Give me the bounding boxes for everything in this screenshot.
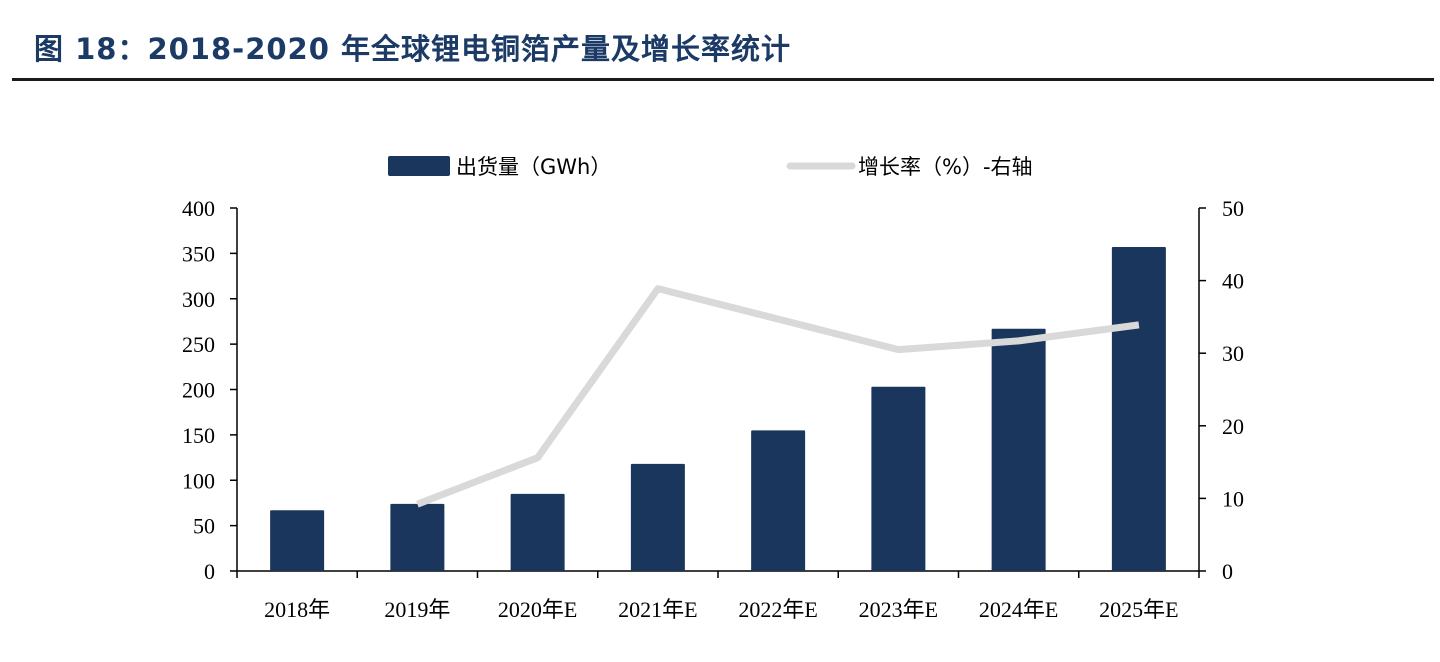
x-tick-label: 2022年E <box>738 597 817 622</box>
left-tick-label: 200 <box>182 378 215 403</box>
bar <box>1111 247 1166 571</box>
right-tick-label: 10 <box>1222 486 1244 511</box>
x-tick-label: 2023年E <box>859 597 938 622</box>
right-tick-label: 30 <box>1222 341 1244 366</box>
right-tick-label: 20 <box>1222 414 1244 439</box>
left-tick-label: 100 <box>182 468 215 493</box>
left-tick-label: 250 <box>182 332 215 357</box>
bar <box>510 493 565 571</box>
figure-title: 图 18：2018-2020 年全球锂电铜箔产量及增长率统计 <box>34 32 792 66</box>
left-tick-label: 350 <box>182 241 215 266</box>
x-tick-label: 2019年 <box>384 597 450 622</box>
x-axis: 2018年 2019年 2020年E 2021年E 2022年E 2023年E 2024年E… <box>236 570 1200 622</box>
right-tick-label: 50 <box>1222 196 1244 221</box>
bar <box>751 430 806 571</box>
left-tick-label: 400 <box>182 196 215 221</box>
right-y-axis: 0 10 20 30 40 50 <box>1198 196 1244 584</box>
bar <box>270 510 325 571</box>
legend: 出货量（GWh） 增长率（%）-右轴 <box>388 155 1033 179</box>
x-tick-label: 2020年E <box>498 597 577 622</box>
right-tick-label: 40 <box>1222 269 1244 294</box>
title-divider <box>12 78 1434 81</box>
left-tick-label: 50 <box>193 514 215 539</box>
right-tick-label: 0 <box>1222 559 1233 584</box>
left-tick-label: 0 <box>204 559 215 584</box>
x-tick-label: 2024年E <box>979 597 1058 622</box>
bar-series <box>270 247 1166 571</box>
left-tick-label: 150 <box>182 423 215 448</box>
x-tick-label: 2021年E <box>618 597 697 622</box>
x-tick-label: 2018年 <box>264 597 330 622</box>
x-tick-label: 2025年E <box>1099 597 1178 622</box>
left-y-axis: 0 50 100 150 200 250 300 350 400 <box>182 196 238 584</box>
bar <box>630 463 685 571</box>
bar <box>871 386 926 571</box>
growth-rate-line <box>416 285 1140 508</box>
bar <box>390 503 445 571</box>
line-series <box>416 285 1140 508</box>
legend-label-line: 增长率（%）-右轴 <box>858 155 1033 179</box>
left-tick-label: 300 <box>182 287 215 312</box>
legend-label-bar: 出货量（GWh） <box>456 155 611 179</box>
bar <box>991 328 1046 571</box>
legend-swatch-bar <box>388 156 450 176</box>
